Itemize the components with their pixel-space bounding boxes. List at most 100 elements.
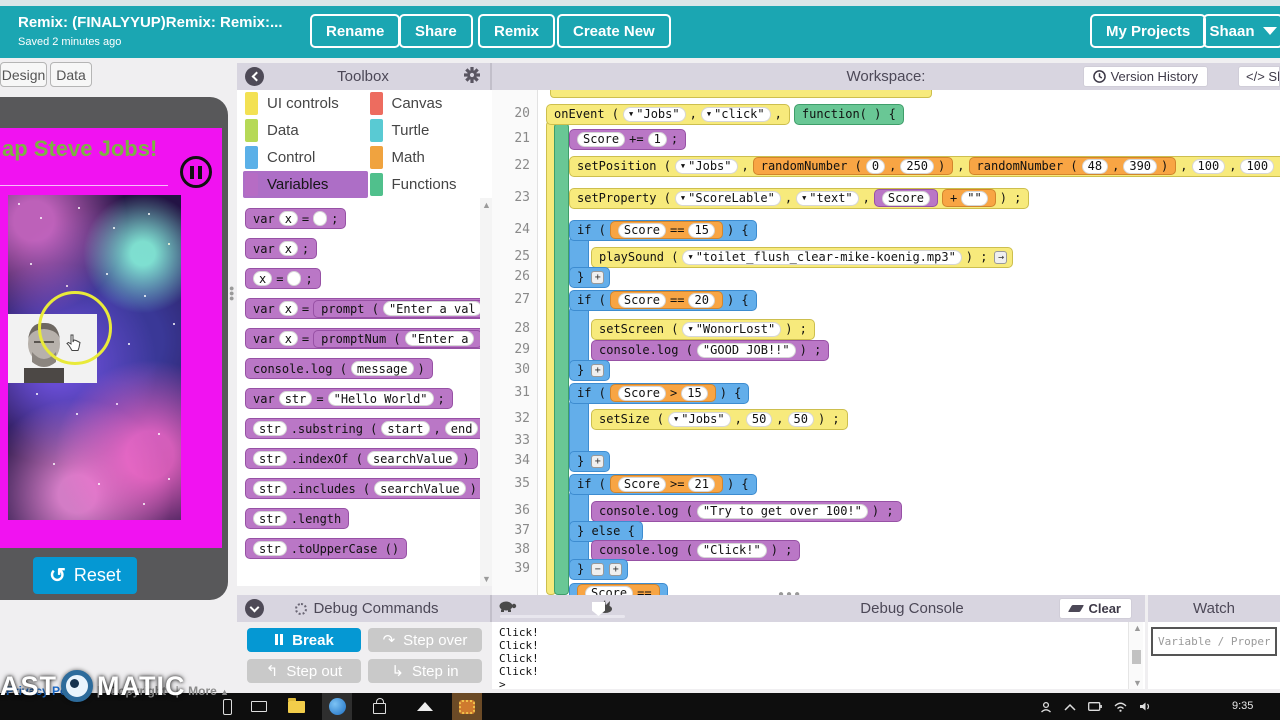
block-slot[interactable]: 20 — [688, 292, 715, 308]
remix-button[interactable]: Remix — [478, 14, 556, 48]
code-block[interactable]: console.log ("Try to get over 100!") ; — [591, 500, 902, 522]
step-out-button[interactable]: ↰ Step out — [247, 659, 361, 683]
code-block[interactable]: console.log ("Click!") ; — [591, 539, 801, 561]
console-prompt[interactable]: > — [499, 678, 506, 691]
screen-recorder-icon[interactable] — [452, 693, 482, 720]
toolbox-scrollbar[interactable]: ▲ ▼ — [480, 198, 492, 586]
code-block[interactable]: Score == — [569, 582, 668, 595]
block-slot[interactable]: str — [253, 481, 287, 496]
folder-explorer-icon[interactable] — [281, 693, 311, 720]
code-block[interactable]: onEvent (▼ "Jobs", ▼ "click", — [546, 103, 790, 125]
show-code-button[interactable]: </> Show — [1238, 66, 1280, 87]
block-slot[interactable]: 100 — [1191, 158, 1226, 174]
block-dropdown[interactable]: ▼ "toilet_flush_clear-mike-koenig.mp3" — [682, 249, 962, 265]
toolbox-category-variables[interactable]: Variables — [243, 171, 368, 198]
code-block[interactable]: str.substring (start,end) — [245, 418, 480, 439]
code-block[interactable]: console.log ("GOOD JOB!!") ; — [591, 339, 830, 361]
toolbox-category-canvas[interactable]: Canvas — [368, 90, 493, 117]
block-dropdown[interactable]: ▼ "Jobs" — [674, 158, 738, 174]
code-block[interactable]: } − + — [569, 558, 629, 580]
edge-browser-icon[interactable] — [322, 693, 352, 720]
code-block[interactable]: function( ) { — [793, 103, 904, 125]
block-slot[interactable] — [313, 211, 328, 226]
block-expander[interactable]: + — [609, 562, 623, 576]
create-new-button[interactable]: Create New — [557, 14, 671, 48]
code-block[interactable]: setProperty (▼ "ScoreLable", ▼ "text", Score… — [569, 187, 1030, 209]
panel-divider-grip[interactable]: ● ● ● — [229, 283, 235, 303]
step-over-button[interactable]: ↷ Step over — [368, 628, 482, 652]
block-slot[interactable]: str — [253, 511, 287, 526]
code-block[interactable]: setPosition (▼ "Jobs", randomNumber (0, 250… — [569, 155, 1280, 177]
code-block[interactable]: var str = "Hello World"; — [245, 388, 453, 409]
code-block[interactable]: if (Score == 20) { — [569, 289, 757, 311]
block-dropdown[interactable]: ▼ "text" — [796, 190, 859, 206]
block-slot[interactable]: str — [278, 391, 313, 406]
code-block[interactable]: Score >15 — [609, 384, 716, 402]
toolbox-category-ui-controls[interactable]: UI controls — [243, 90, 368, 117]
gear-icon[interactable] — [464, 66, 480, 87]
block-slot[interactable]: 390 — [1123, 158, 1158, 174]
block-slot[interactable]: x — [278, 211, 298, 226]
clear-console-button[interactable]: Clear — [1059, 598, 1132, 619]
code-block[interactable]: if (Score == 15) { — [569, 219, 757, 241]
block-slot[interactable]: Score — [617, 292, 667, 308]
code-block[interactable]: } + — [569, 450, 611, 472]
code-block[interactable]: x = ; — [245, 268, 321, 289]
block-expander[interactable]: + — [591, 363, 605, 377]
block-slot[interactable]: x — [278, 331, 298, 346]
more-link[interactable]: More — [188, 684, 217, 698]
code-block[interactable]: var x = ; — [245, 208, 347, 229]
code-block[interactable]: if (Score >= 21) { — [569, 473, 757, 495]
block-slot[interactable]: 100 — [1240, 158, 1275, 174]
block-slot[interactable]: 50 — [745, 411, 773, 427]
toolbox-category-math[interactable]: Math — [368, 144, 493, 171]
block-slot[interactable]: str — [253, 541, 287, 556]
block-slot[interactable]: "GOOD JOB!!" — [696, 342, 796, 358]
block-dropdown[interactable]: ▼ "Jobs" — [623, 106, 686, 122]
block-slot[interactable]: x — [278, 301, 298, 316]
block-slot[interactable]: "" — [961, 190, 988, 206]
reset-button[interactable]: ↺ Reset — [33, 557, 137, 594]
block-slot[interactable]: Score — [577, 131, 626, 147]
block-expander[interactable]: → — [994, 250, 1008, 264]
block-slot[interactable]: start — [381, 421, 430, 436]
block-slot[interactable]: "Enter a — [404, 331, 475, 346]
collapse-toolbox-button[interactable] — [245, 67, 264, 86]
version-history-button[interactable]: Version History — [1082, 66, 1208, 87]
speed-slider-track[interactable] — [500, 615, 625, 618]
block-dropdown[interactable]: ▼ "WonorLost" — [682, 321, 782, 337]
block-slot[interactable]: message — [350, 361, 414, 376]
code-block[interactable]: str .includes (searchValue) — [245, 478, 480, 499]
block-slot[interactable]: x — [278, 241, 298, 256]
block-slot[interactable]: 15 — [688, 222, 715, 238]
code-block[interactable]: Score += 1; — [569, 128, 687, 150]
speed-slider-thumb[interactable] — [592, 602, 605, 616]
code-block[interactable]: str .toUpperCase () — [245, 538, 408, 559]
block-slot[interactable]: searchValue — [366, 451, 459, 466]
workspace-resize-grip[interactable]: ●●● — [778, 589, 802, 600]
block-slot[interactable]: Score — [617, 222, 667, 238]
code-block[interactable]: Score == 20 — [609, 291, 723, 309]
block-dropdown[interactable]: ▼ "click" — [700, 106, 771, 122]
code-block[interactable]: randomNumber (0, 250) — [752, 157, 954, 175]
caret-up-icon[interactable] — [1064, 703, 1076, 711]
privacy-policy-link[interactable]: Privacy Policy — [6, 684, 88, 698]
code-block[interactable]: randomNumber (48, 390) — [968, 157, 1177, 175]
code-block[interactable]: setSize (▼ "Jobs", 50, 50) ; — [591, 408, 848, 430]
code-block[interactable]: playSound (▼ "toilet_flush_clear-mike-koe… — [591, 246, 1014, 268]
code-block[interactable]: var x; — [245, 238, 318, 259]
code-block[interactable]: var x = promptNum ("Enter a — [245, 328, 480, 349]
tab-data[interactable]: Data — [50, 62, 92, 87]
user-icon[interactable] — [1040, 701, 1052, 713]
toolbox-category-turtle[interactable]: Turtle — [368, 117, 493, 144]
scrollbar-thumb[interactable] — [1132, 650, 1141, 664]
code-block[interactable]: prompt ("Enter a val — [313, 299, 480, 318]
media-player-icon[interactable] — [244, 693, 274, 720]
block-slot[interactable]: 48 — [1081, 158, 1109, 174]
block-expander[interactable]: − — [591, 562, 605, 576]
break-button[interactable]: Break — [247, 628, 361, 652]
phone-icon[interactable] — [212, 693, 242, 720]
copyright-link[interactable]: Copyright — [109, 684, 167, 698]
block-slot[interactable]: 0 — [865, 158, 886, 174]
code-block[interactable]: Score == 15 — [609, 221, 723, 239]
